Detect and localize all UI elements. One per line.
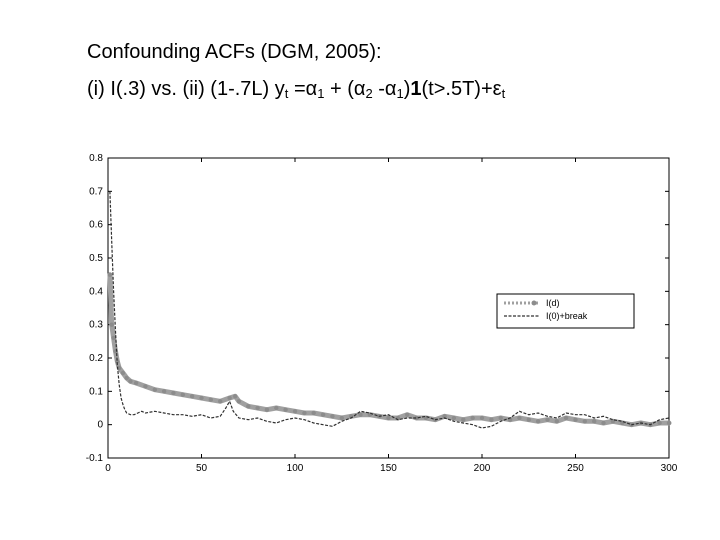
series-line-i0-break	[109, 191, 670, 429]
data-point-i-d	[255, 405, 260, 411]
y-tick-label: 0.8	[89, 153, 103, 164]
data-point-i-d	[115, 359, 120, 364]
data-point-i-d	[233, 394, 238, 399]
data-point-i-d	[107, 272, 113, 277]
data-point-i-d	[227, 395, 232, 401]
title-sub-d: 1	[396, 86, 404, 101]
data-point-i-d	[405, 412, 410, 417]
data-point-i-d	[208, 397, 213, 402]
x-tick-label: 50	[196, 463, 208, 474]
data-point-i-d	[442, 414, 447, 419]
data-point-i-d	[554, 419, 559, 424]
data-point-i-d	[479, 415, 485, 421]
data-point-i-d	[180, 392, 185, 397]
data-point-i-d	[189, 394, 195, 399]
data-point-i-d	[535, 419, 541, 424]
data-point-i-d	[358, 412, 363, 417]
title-sub-c: 2	[365, 86, 373, 101]
x-tick-label: 200	[474, 463, 491, 474]
data-point-i-d	[592, 419, 597, 424]
data-point-i-d	[517, 415, 522, 421]
y-tick-label: 0.7	[89, 186, 103, 197]
slide-title-line2: (i) I(.3) vs. (ii) (1-.7L) yt =α1 + (α2 …	[87, 78, 505, 101]
title-text-d: -α	[372, 78, 397, 100]
legend-label: I(0)+break	[546, 311, 588, 321]
data-point-i-d	[339, 415, 344, 421]
legend-box	[496, 293, 635, 329]
title-bold-indicator: 1	[410, 78, 422, 100]
title-sub-f: t	[501, 86, 506, 101]
data-point-i-d	[246, 404, 251, 409]
title-text-b: =α	[288, 78, 318, 100]
y-tick-label: 0.4	[89, 286, 103, 297]
data-point-i-d	[161, 389, 167, 394]
data-point-i-d	[264, 407, 270, 412]
data-point-i-d	[283, 407, 288, 412]
data-point-i-d	[109, 322, 114, 327]
data-point-i-d	[274, 405, 279, 411]
data-point-i-d	[386, 415, 391, 421]
y-tick-label: 0	[97, 420, 103, 431]
data-point-i-d	[143, 384, 148, 389]
data-point-i-d	[199, 395, 204, 401]
data-point-i-d	[657, 420, 662, 426]
x-tick-label: 250	[567, 463, 584, 474]
title-text-a: (i) I(.3) vs. (ii) (1-.7L) y	[87, 78, 285, 100]
x-tick-label: 150	[380, 463, 397, 474]
data-point-i-d	[111, 335, 116, 341]
y-tick-label: 0.5	[89, 253, 103, 264]
data-point-i-d	[133, 380, 139, 386]
data-point-i-d	[573, 417, 578, 422]
data-point-i-d	[311, 410, 316, 416]
title-sub-b: 1	[317, 86, 325, 101]
data-point-i-d	[320, 412, 326, 417]
y-tick-label: 0.2	[89, 353, 103, 364]
title-sub-a: t	[284, 86, 289, 101]
data-point-i-d	[666, 420, 672, 426]
data-point-i-d	[563, 415, 569, 421]
title-text-f: (t>.5T)+ε	[421, 78, 502, 100]
data-point-i-d	[292, 409, 298, 414]
data-point-i-d	[526, 417, 531, 422]
data-point-i-d	[171, 390, 176, 396]
data-point-i-d	[218, 399, 223, 404]
y-tick-label: -0.1	[86, 453, 104, 464]
x-tick-label: 100	[287, 463, 304, 474]
data-point-i-d	[470, 415, 475, 421]
data-point-i-d	[545, 417, 550, 422]
title-text-e: )	[403, 78, 411, 100]
data-point-i-d	[302, 410, 307, 416]
y-tick-label: 0.6	[89, 220, 103, 231]
data-point-i-d	[152, 387, 157, 392]
y-tick-label: 0.3	[89, 320, 103, 331]
legend-marker-i-d	[531, 300, 537, 306]
data-point-i-d	[582, 419, 587, 424]
data-point-i-d	[128, 379, 133, 384]
data-point-i-d	[330, 414, 335, 419]
data-point-i-d	[451, 415, 457, 421]
x-tick-label: 300	[661, 463, 678, 474]
x-tick-label: 0	[105, 463, 111, 474]
data-point-i-d	[124, 375, 129, 381]
y-tick-label: 0.1	[89, 386, 103, 397]
data-point-i-d	[489, 417, 494, 422]
data-point-i-d	[414, 415, 419, 421]
slide-title-line1: Confounding ACFs (DGM, 2005):	[87, 41, 382, 63]
data-point-i-d	[498, 415, 503, 421]
data-point-i-d	[601, 420, 606, 426]
title-text-c: + (α	[324, 78, 366, 100]
data-point-i-d	[120, 370, 126, 376]
legend-label: I(d)	[546, 298, 560, 308]
data-point-i-d	[461, 417, 466, 422]
data-point-i-d	[236, 399, 242, 404]
